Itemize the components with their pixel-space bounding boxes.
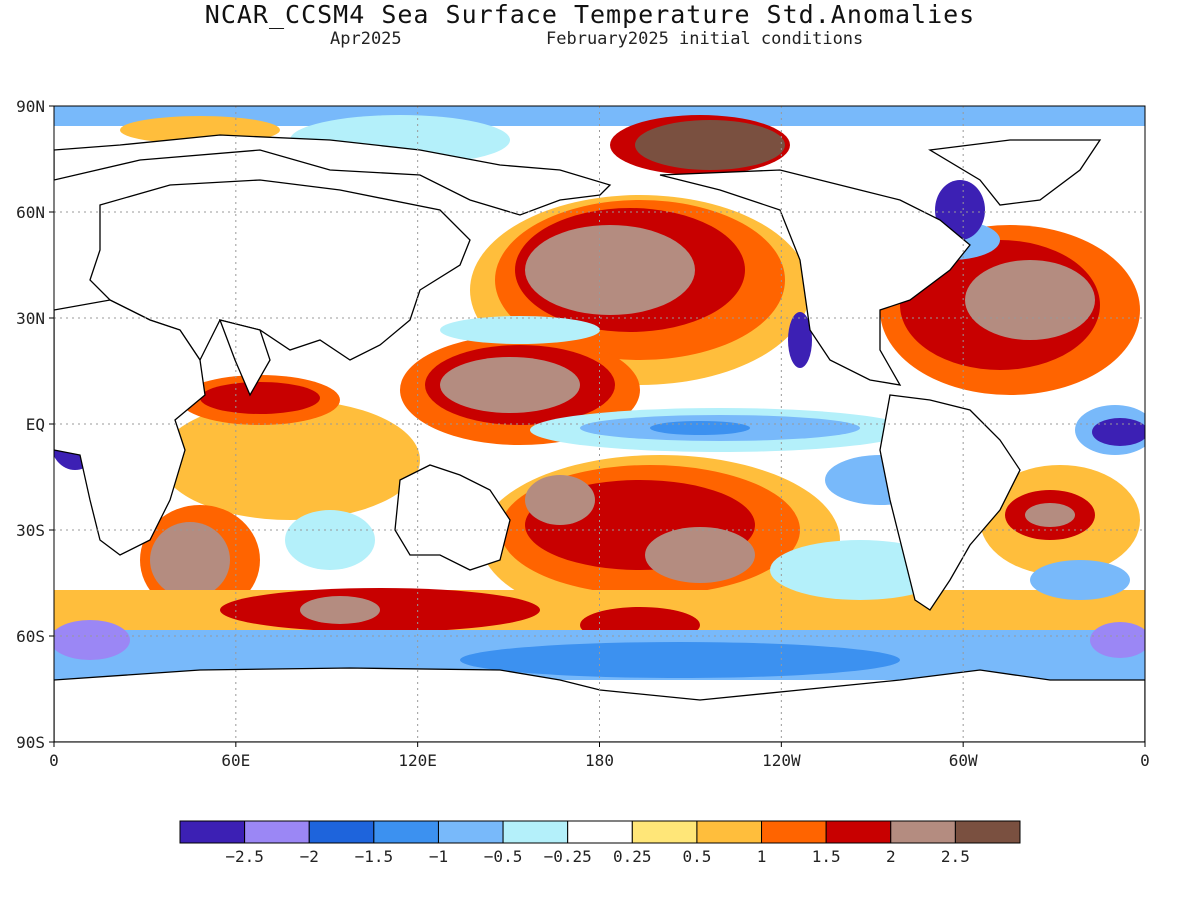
- latitude-axis: 90N 60N 30N EQ 30S 60S 90S: [16, 97, 54, 752]
- india: [218, 319, 271, 397]
- lat-label: EQ: [26, 415, 45, 434]
- land-masses: [54, 134, 1145, 742]
- plot-area: [54, 106, 1145, 742]
- longitude-axis: 0 60E 120E 180 120W 60W 0: [49, 742, 1150, 770]
- colorbar-swatch: [179, 820, 246, 844]
- arctic-eurasia-coast: [54, 134, 612, 216]
- lon-label: 180: [585, 751, 614, 770]
- lon-label: 60E: [221, 751, 250, 770]
- antarctica: [54, 667, 1145, 742]
- colorbar-swatch: [696, 820, 763, 844]
- colorbar-label: 1.5: [812, 847, 841, 866]
- forecast-month: Apr2025: [330, 29, 402, 49]
- south-america: [879, 394, 1021, 611]
- colorbar-swatch: [567, 820, 633, 844]
- initial-conditions: February2025 initial conditions: [546, 29, 864, 49]
- map-title: NCAR_CCSM4 Sea Surface Temperature Std.A…: [204, 0, 976, 29]
- colorbar-label: −2.5: [225, 847, 264, 866]
- lat-label: 60N: [16, 203, 45, 222]
- colorbar-label: 0.25: [613, 847, 652, 866]
- colorbar-swatch: [954, 820, 1021, 844]
- colorbar-label: 2: [886, 847, 896, 866]
- colorbar-swatch: [631, 820, 698, 844]
- colorbar-swatch: [437, 820, 504, 844]
- colorbar-label: −1: [429, 847, 448, 866]
- north-america: [659, 169, 971, 386]
- lat-label: 30N: [16, 309, 45, 328]
- lat-label: 30S: [16, 521, 45, 540]
- lon-label: 120E: [398, 751, 437, 770]
- colorbar-label: 0.5: [682, 847, 711, 866]
- colorbar-swatch: [890, 820, 956, 844]
- colorbar-label: −2: [300, 847, 319, 866]
- colorbar-label: −0.5: [484, 847, 523, 866]
- lon-label: 0: [49, 751, 59, 770]
- grid-lines: [54, 106, 1145, 742]
- greenland: [928, 139, 1102, 206]
- colorbar-swatch: [502, 820, 569, 844]
- australia: [394, 464, 511, 571]
- colorbar-label: 2.5: [941, 847, 970, 866]
- colorbar-swatch: [244, 820, 310, 844]
- colorbar-swatch: [761, 820, 827, 844]
- colorbar-label: 1: [757, 847, 767, 866]
- colorbar-swatch: [308, 820, 375, 844]
- colorbar-label: −1.5: [355, 847, 394, 866]
- lon-label: 120W: [762, 751, 801, 770]
- africa: [54, 299, 206, 556]
- colorbar-swatch: [825, 820, 892, 844]
- lon-label: 0: [1140, 751, 1150, 770]
- lat-label: 90S: [16, 733, 45, 752]
- lon-label: 60W: [949, 751, 978, 770]
- lat-label: 60S: [16, 627, 45, 646]
- lat-label: 90N: [16, 97, 45, 116]
- colorbar-legend: −2.5 −2 −1.5 −1 −0.5 −0.25 0.25 0.5 1 1.5 2 2.5: [179, 820, 1021, 866]
- colorbar-label: −0.25: [544, 847, 592, 866]
- colorbar-swatch: [373, 820, 439, 844]
